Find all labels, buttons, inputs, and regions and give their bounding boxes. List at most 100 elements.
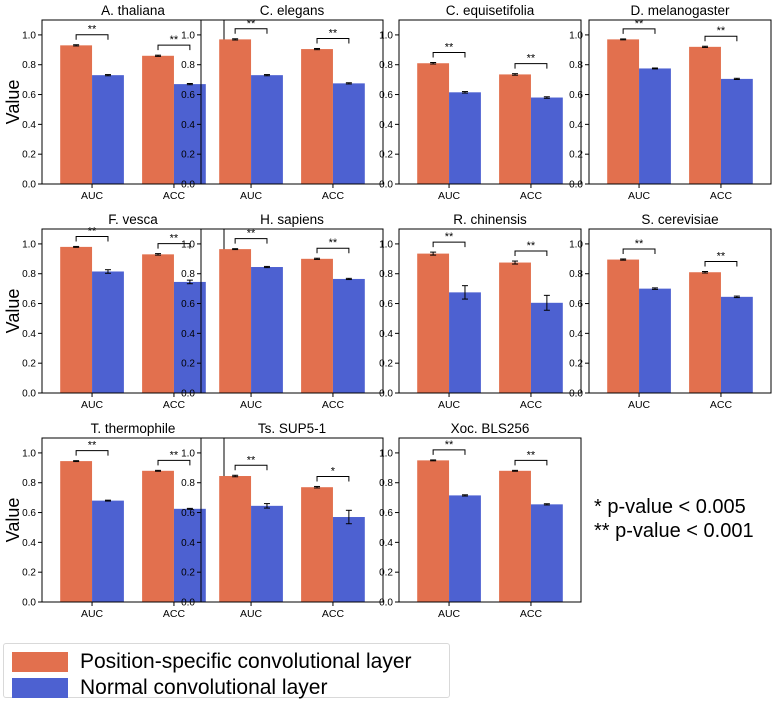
significance-marker: ** [635,18,644,30]
bar-position-specific [301,258,333,393]
y-tick-label: 1.0 [181,239,195,250]
significance-marker: ** [247,228,256,240]
bar-position-specific [60,246,93,393]
x-tick-label: ACC [163,190,186,202]
y-axis-label: Value [3,498,23,543]
y-tick-label: 1.0 [181,30,195,41]
panel-title: A. thaliana [101,3,165,18]
y-axis-label: Value [3,289,23,334]
y-tick-label: 1.0 [181,448,195,459]
x-tick-label: ACC [520,190,543,202]
bar-normal [92,500,124,602]
bar-normal [530,302,563,393]
bar-normal [449,92,481,184]
panel-frame [398,437,582,603]
bar-normal [639,68,671,184]
significance-marker: ** [445,231,454,243]
y-tick-label: 0.4 [22,538,36,549]
y-axis-label: Value [3,80,23,125]
significance-bracket [622,248,656,254]
significance-marker: ** [170,233,179,245]
y-tick-label: 0.6 [22,299,36,310]
y-tick-label: 0.4 [181,329,195,340]
y-tick-label: 0.4 [22,120,36,131]
legend: Position-specific convolutional layer No… [3,643,450,700]
bar-position-specific [60,45,93,184]
panel-title: D. melanogaster [630,3,730,18]
y-tick-label: 0.2 [22,359,36,370]
panel-frame [200,437,384,603]
significance-marker: ** [247,18,256,30]
bar-position-specific [219,249,252,393]
y-tick-label: 0.8 [181,478,195,489]
bar-position-specific [60,461,93,602]
panel-frame [588,19,772,185]
x-tick-label: ACC [710,399,733,411]
bar-normal [92,271,124,393]
y-tick-label: 0.0 [181,598,195,609]
x-tick-label: ACC [710,190,733,202]
x-tick-label: AUC [628,399,651,411]
panel-frame [398,19,582,185]
panel-title: Ts. SUP5-1 [258,421,326,436]
y-tick-label: 0.0 [379,180,393,191]
significance-bracket [234,28,268,34]
y-tick-label: 1.0 [22,448,36,459]
y-tick-label: 1.0 [379,30,393,41]
y-tick-label: 0.6 [569,90,583,101]
panel-title: T. thermophile [91,421,176,436]
bar-position-specific [142,254,174,393]
bar-position-specific [417,253,450,393]
significance-marker: ** [88,440,97,452]
legend-swatch-normal [12,678,68,698]
x-tick-label: ACC [322,190,345,202]
y-tick-label: 0.0 [22,389,36,400]
y-tick-label: 0.4 [22,329,36,340]
significance-marker: ** [329,27,338,39]
bar-normal [332,83,365,184]
panel-title: F. vesca [108,212,158,227]
y-tick-label: 0.2 [379,568,393,579]
bar-position-specific [142,55,174,185]
significance-bracket [514,459,548,466]
significance-marker: ** [445,41,454,53]
bar-normal [173,84,206,184]
y-tick-label: 1.0 [22,30,36,41]
panel-title: C. equisetifolia [446,3,535,18]
significance-bracket [316,475,350,482]
y-tick-label: 0.6 [379,299,393,310]
significance-bracket [75,34,109,40]
significance-bracket [316,37,350,44]
significance-marker: ** [527,240,536,252]
significance-bracket [234,464,268,471]
bar-position-specific [417,460,450,602]
x-tick-label: ACC [163,399,186,411]
y-tick-label: 0.6 [181,299,195,310]
significance-bracket [234,238,268,244]
bar-position-specific [607,259,640,393]
significance-marker: * [331,465,336,477]
pvalue-note-double-star: ** p-value < 0.001 [594,520,754,542]
x-tick-label: ACC [322,608,345,620]
y-tick-label: 1.0 [22,239,36,250]
x-tick-label: AUC [438,190,461,202]
significance-marker: ** [247,454,256,466]
legend-label-position-specific: Position-specific convolutional layer [80,650,412,673]
y-tick-label: 0.6 [379,508,393,519]
bar-normal [251,505,283,602]
significance-bracket [622,28,656,34]
legend-item-normal: Normal convolutional layer [12,676,327,700]
pvalue-note-single-star: * p-value < 0.005 [594,496,746,518]
significance-marker: ** [717,25,726,37]
y-tick-label: 0.8 [22,269,36,280]
panel-frame [398,228,582,394]
legend-label-normal: Normal convolutional layer [80,676,328,699]
chart-figure: Value Value Value A. thaliana 0.0 0.2 0.4 0.6 0.… [3,3,772,620]
significance-marker: ** [445,439,454,451]
significance-bracket [157,243,191,249]
significance-bracket [432,241,466,248]
bar-normal [720,296,753,393]
y-tick-label: 0.0 [569,389,583,400]
significance-bracket [157,459,191,466]
y-tick-label: 1.0 [379,448,393,459]
